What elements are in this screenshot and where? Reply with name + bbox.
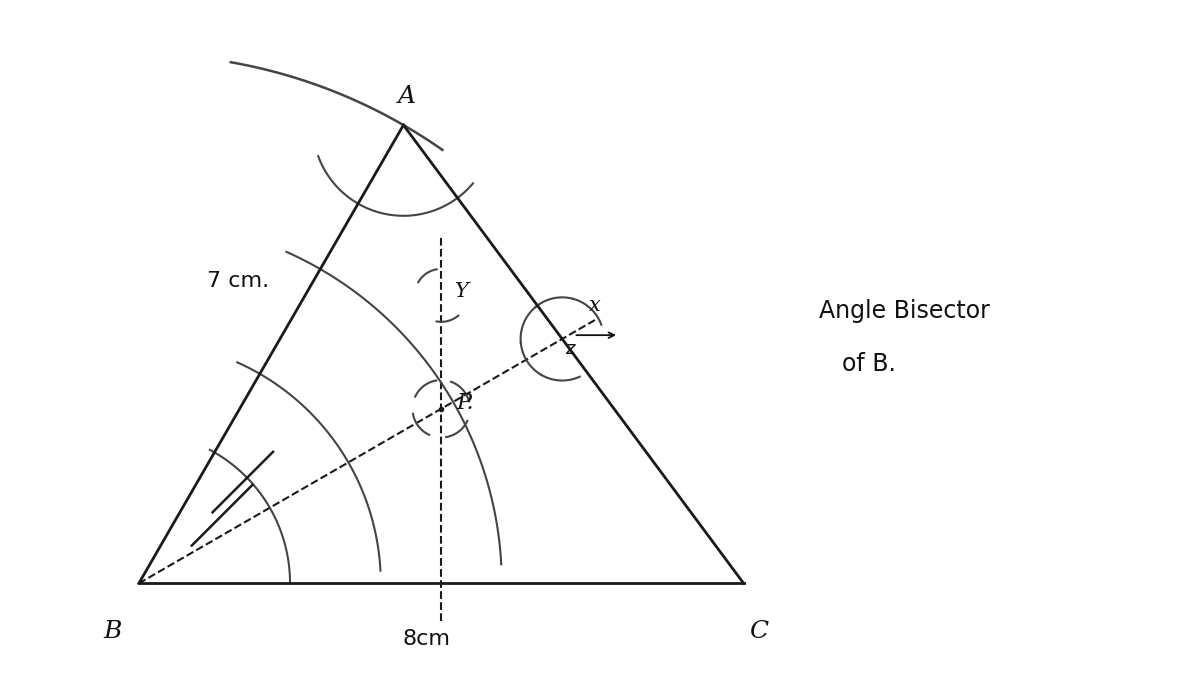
Text: z: z [565, 340, 575, 358]
Text: C: C [749, 620, 768, 643]
Text: A: A [398, 85, 416, 108]
Text: Angle Bisector: Angle Bisector [820, 299, 990, 323]
Text: P.: P. [456, 392, 474, 414]
Text: of B.: of B. [842, 352, 895, 376]
Text: 8cm: 8cm [402, 629, 450, 648]
Text: x: x [589, 296, 600, 315]
Text: Y: Y [455, 282, 469, 301]
Text: B: B [103, 620, 121, 643]
Text: 7 cm.: 7 cm. [206, 271, 269, 291]
